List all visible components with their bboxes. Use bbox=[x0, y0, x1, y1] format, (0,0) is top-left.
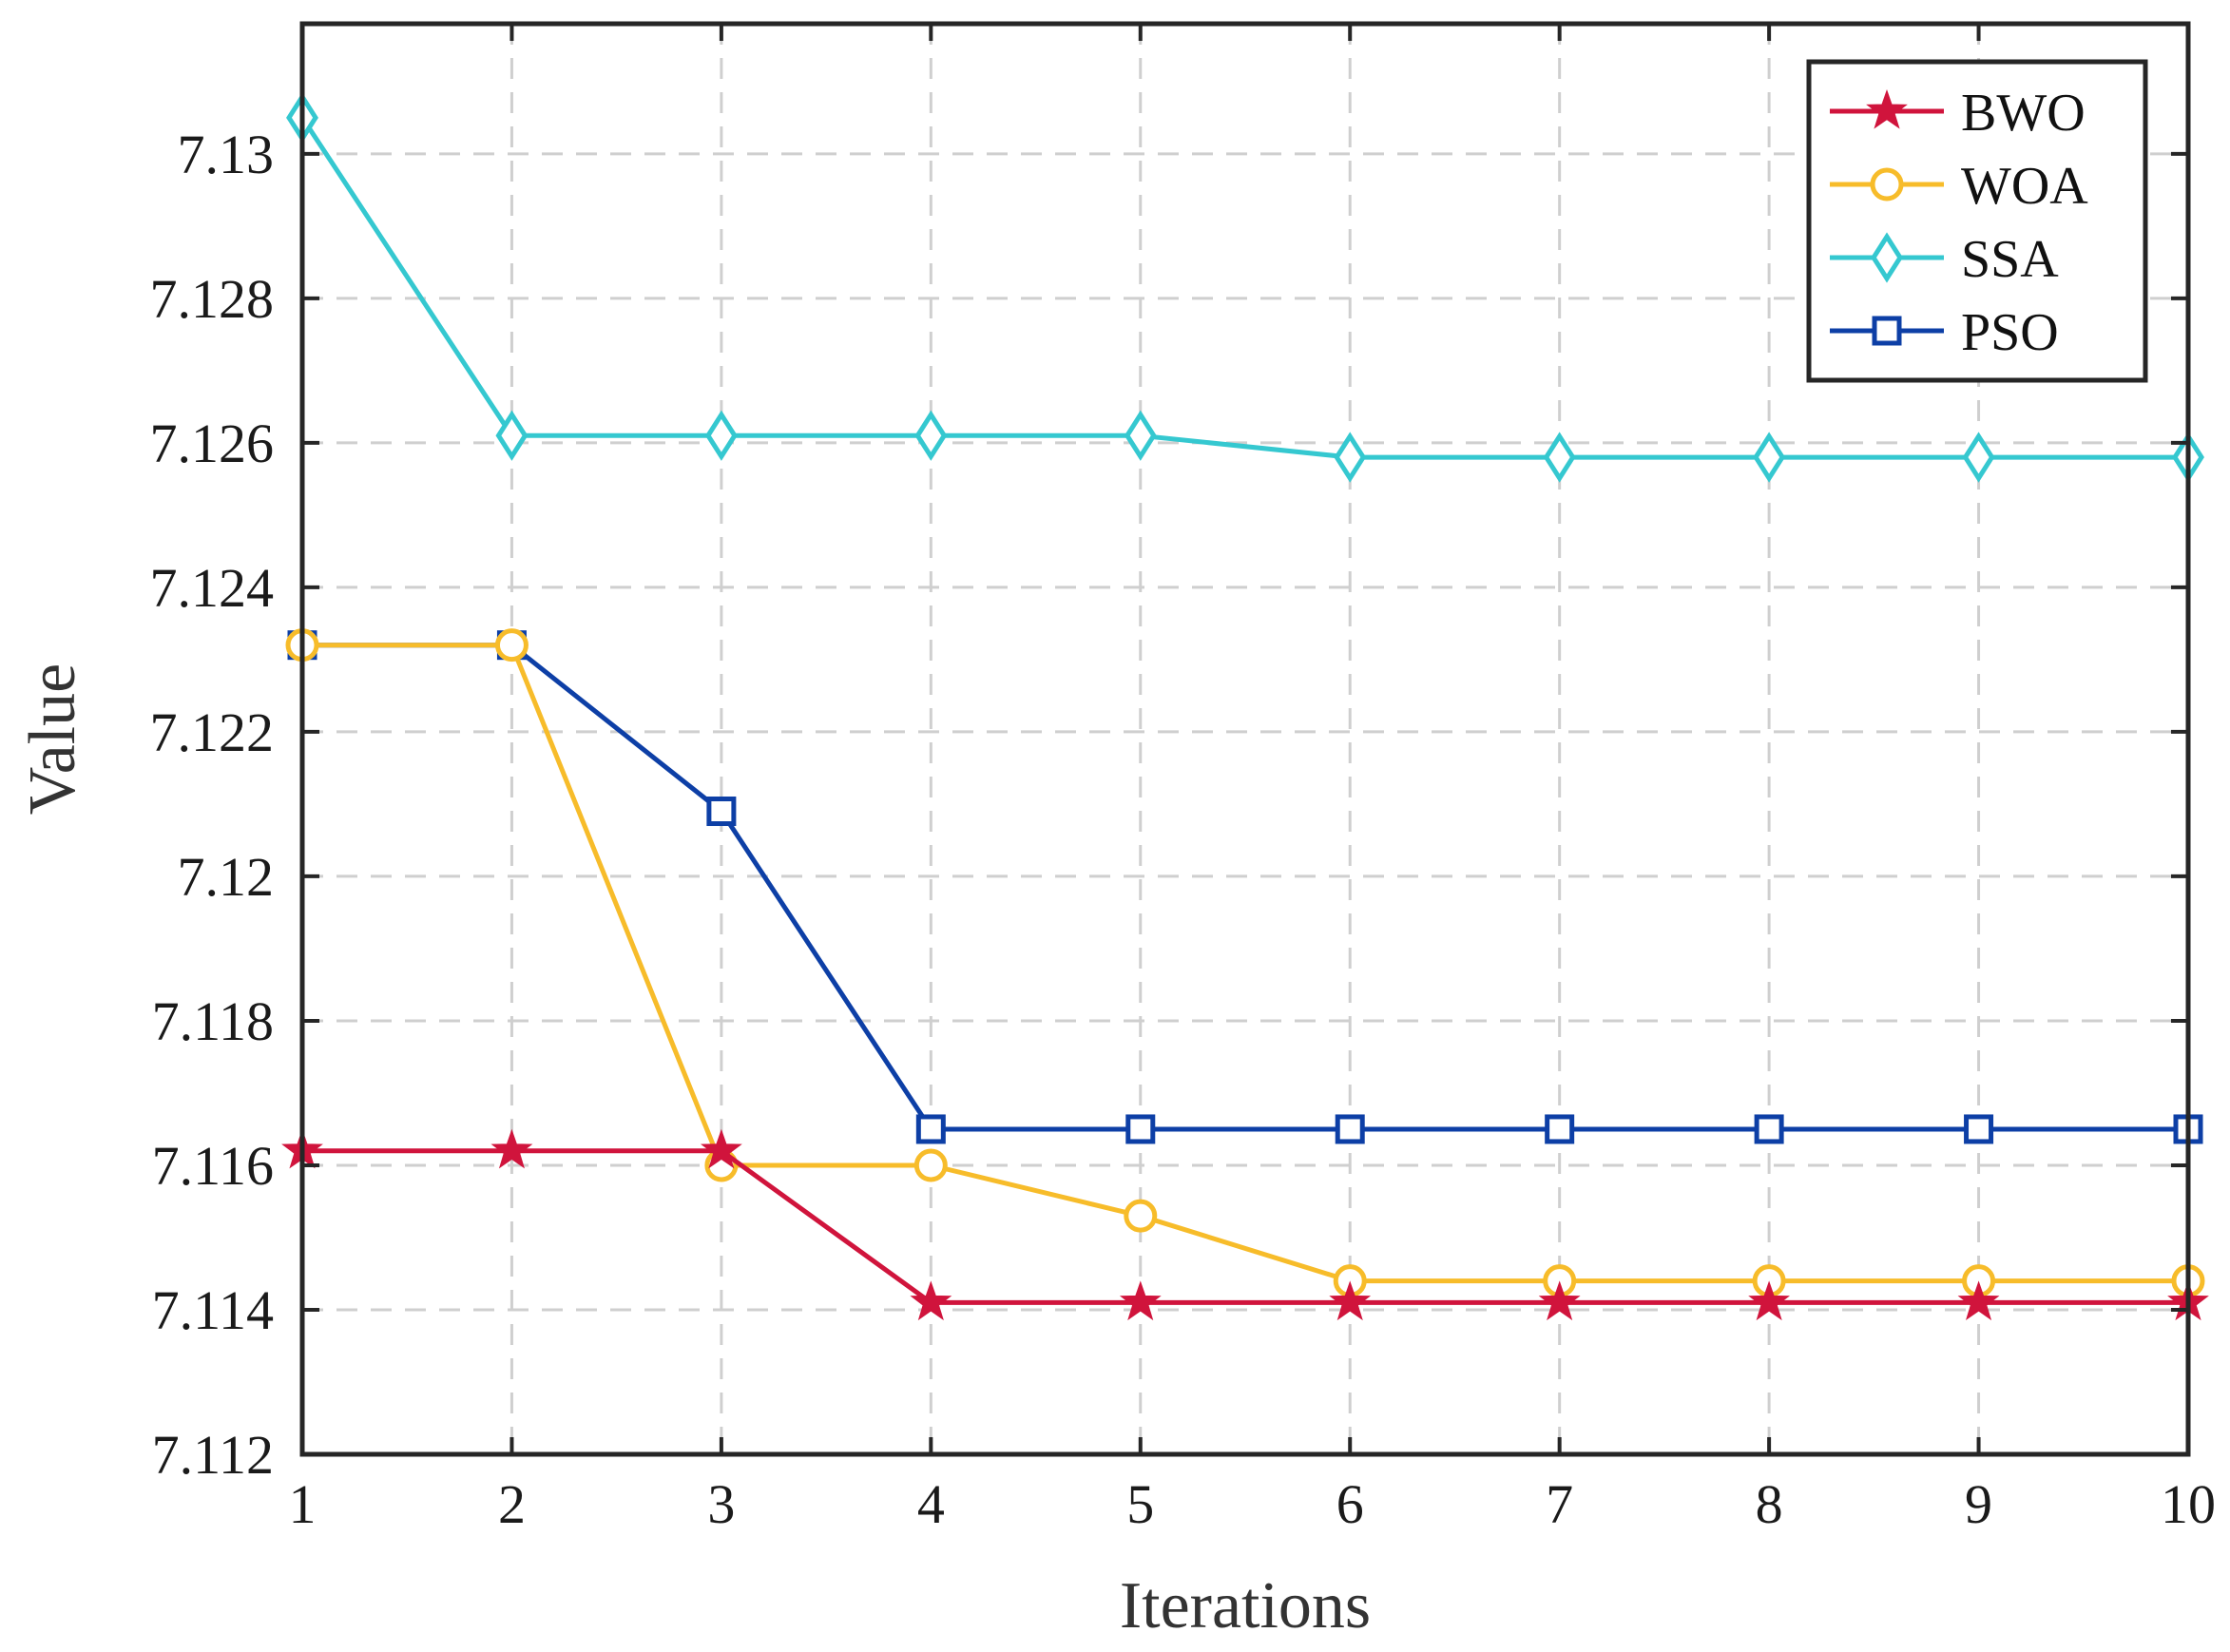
x-tick-label: 3 bbox=[707, 1473, 735, 1535]
data-point-ssa bbox=[495, 410, 529, 461]
x-tick-label: 10 bbox=[2161, 1473, 2216, 1535]
series-bwo bbox=[281, 1128, 2209, 1321]
series-layer bbox=[281, 92, 2209, 1321]
y-tick-label: 7.122 bbox=[150, 701, 275, 763]
x-tick-label: 4 bbox=[917, 1473, 945, 1535]
data-point-ssa bbox=[704, 410, 738, 461]
y-tick-label: 7.118 bbox=[152, 990, 274, 1052]
y-tick-label: 7.12 bbox=[178, 846, 275, 908]
data-point-bwo bbox=[910, 1280, 952, 1321]
legend-entry-woa: WOA bbox=[1830, 157, 2088, 216]
series-pso bbox=[287, 630, 2203, 1144]
x-tick-label: 7 bbox=[1546, 1473, 1573, 1535]
data-point-ssa bbox=[1543, 432, 1576, 483]
y-tick-label: 7.124 bbox=[150, 557, 275, 619]
data-point-pso bbox=[1545, 1114, 1575, 1144]
data-point-woa bbox=[913, 1148, 948, 1182]
legend-marker bbox=[1866, 88, 1908, 129]
x-tick-label: 1 bbox=[289, 1473, 317, 1535]
x-tick-label: 2 bbox=[498, 1473, 526, 1535]
grid bbox=[302, 24, 2188, 1454]
plot-area-frame bbox=[299, 21, 2191, 1457]
data-point-bwo bbox=[490, 1128, 533, 1169]
legend-label: SSA bbox=[1961, 230, 2059, 289]
legend-label: WOA bbox=[1961, 157, 2088, 216]
data-point-ssa bbox=[1124, 410, 1157, 461]
y-tick-labels: 7.112 7.114 7.116 7.118 7.12 7.122 7.124 7.126 7… bbox=[150, 124, 275, 1486]
data-point-bwo bbox=[1119, 1280, 1162, 1321]
y-tick-label: 7.13 bbox=[178, 124, 275, 185]
data-point-ssa bbox=[1334, 432, 1367, 483]
series-line-bwo bbox=[302, 1148, 2188, 1305]
y-tick-label: 7.126 bbox=[150, 413, 275, 474]
data-point-pso bbox=[1964, 1114, 1994, 1144]
legend-label: BWO bbox=[1961, 84, 2086, 143]
data-point-pso bbox=[706, 797, 737, 827]
x-tick-label: 6 bbox=[1336, 1473, 1364, 1535]
y-tick-label: 7.114 bbox=[152, 1279, 274, 1341]
data-point-bwo bbox=[1748, 1280, 1790, 1321]
legend: BWO WOA SSA PSO bbox=[1806, 59, 2148, 383]
x-tick-label: 9 bbox=[1965, 1473, 1992, 1535]
legend-marker bbox=[1871, 232, 1903, 283]
legend-entry-pso: PSO bbox=[1830, 303, 2059, 362]
ticks bbox=[300, 24, 2190, 1456]
data-point-pso bbox=[1125, 1114, 1156, 1144]
series-line-ssa bbox=[299, 116, 2188, 460]
data-point-ssa bbox=[914, 410, 948, 461]
x-tick-label: 8 bbox=[1756, 1473, 1783, 1535]
data-point-bwo bbox=[1329, 1280, 1372, 1321]
series-line-pso bbox=[302, 643, 2188, 1132]
x-tick-label: 5 bbox=[1126, 1473, 1154, 1535]
y-axis-title: Value bbox=[16, 663, 89, 815]
data-point-bwo bbox=[700, 1128, 742, 1169]
data-point-pso bbox=[1335, 1114, 1365, 1144]
series-line-woa bbox=[302, 643, 2188, 1284]
data-point-woa bbox=[1124, 1199, 1158, 1233]
x-tick-labels: 1 2 3 4 5 6 7 8 9 10 bbox=[289, 1473, 2217, 1535]
data-point-bwo bbox=[1538, 1280, 1581, 1321]
legend-box bbox=[1806, 59, 2148, 383]
series-ssa bbox=[286, 92, 2204, 483]
data-point-pso bbox=[915, 1114, 946, 1144]
data-point-pso bbox=[1754, 1114, 1784, 1144]
data-point-ssa bbox=[1962, 432, 1995, 483]
y-tick-label: 7.112 bbox=[152, 1424, 274, 1486]
legend-entry-ssa: SSA bbox=[1830, 230, 2059, 289]
data-point-ssa bbox=[1753, 432, 1786, 483]
legend-marker bbox=[1872, 316, 1902, 346]
y-tick-label: 7.128 bbox=[150, 268, 275, 330]
legend-label: PSO bbox=[1961, 303, 2059, 362]
legend-marker bbox=[1870, 167, 1904, 202]
legend-entry-bwo: BWO bbox=[1830, 84, 2086, 143]
data-point-woa bbox=[494, 628, 529, 663]
x-axis-title: Iterations bbox=[1120, 1569, 1371, 1642]
data-point-bwo bbox=[1957, 1280, 2000, 1321]
y-tick-label: 7.116 bbox=[152, 1135, 274, 1197]
